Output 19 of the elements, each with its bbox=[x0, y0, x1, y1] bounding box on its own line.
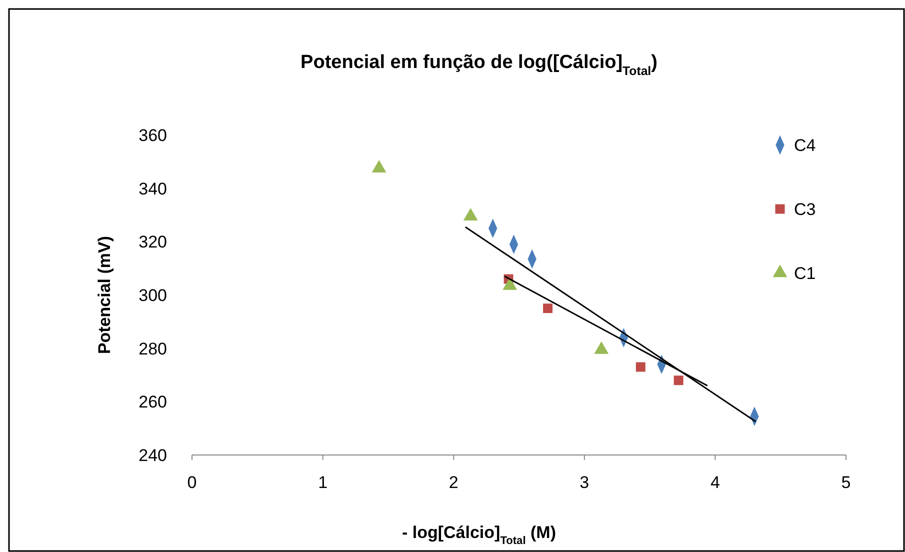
x-axis-title: - log[Cálcio]$_{Total}$ (M) bbox=[402, 523, 556, 547]
x-tick-label: 4 bbox=[710, 473, 720, 492]
y-tick-label: 360 bbox=[138, 126, 167, 145]
y-tick-label: 240 bbox=[138, 446, 167, 465]
y-tick-label: 340 bbox=[138, 179, 167, 198]
y-axis-title: Potencial (mV) bbox=[95, 236, 114, 354]
y-tick-label: 300 bbox=[138, 286, 167, 305]
x-tick-label: 1 bbox=[318, 473, 328, 492]
x-tick-label: 3 bbox=[580, 473, 590, 492]
legend-label: C4 bbox=[794, 136, 816, 155]
legend-label: C1 bbox=[794, 264, 816, 283]
x-tick-label: 2 bbox=[448, 473, 458, 492]
chart-title: Potencial em função de log([Cálcio]$_{Total}$) bbox=[300, 52, 658, 78]
y-tick-label: 260 bbox=[138, 392, 167, 412]
y-tick-label: 280 bbox=[138, 339, 167, 358]
x-tick-label: 0 bbox=[187, 473, 197, 492]
y-tick-label: 320 bbox=[138, 232, 167, 252]
x-tick-label: 5 bbox=[841, 473, 851, 492]
legend-label: C3 bbox=[794, 200, 816, 219]
